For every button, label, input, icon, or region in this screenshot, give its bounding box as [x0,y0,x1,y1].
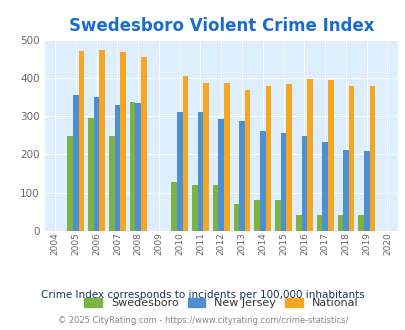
Bar [363,151,369,231]
Bar [233,204,239,231]
Bar [99,50,105,231]
Bar [67,136,73,231]
Title: Swedesboro Violent Crime Index: Swedesboro Violent Crime Index [68,17,373,35]
Bar [197,112,203,231]
Bar [94,97,99,231]
Bar [212,185,218,231]
Bar [114,105,120,231]
Bar [259,131,265,231]
Bar [171,182,177,231]
Bar [275,200,280,231]
Bar [88,118,94,231]
Bar [120,52,126,231]
Bar [182,76,188,231]
Bar [342,150,348,231]
Bar [239,121,244,231]
Legend: Swedesboro, New Jersey, National: Swedesboro, New Jersey, National [84,298,357,308]
Text: Crime Index corresponds to incidents per 100,000 inhabitants: Crime Index corresponds to incidents per… [41,290,364,300]
Bar [327,80,333,231]
Bar [224,83,229,231]
Bar [301,136,307,231]
Text: © 2025 CityRating.com - https://www.cityrating.com/crime-statistics/: © 2025 CityRating.com - https://www.city… [58,315,347,325]
Bar [295,214,301,231]
Bar [369,86,374,231]
Bar [79,51,84,231]
Bar [135,103,141,231]
Bar [177,112,182,231]
Bar [109,136,114,231]
Bar [322,142,327,231]
Bar [286,84,291,231]
Bar [316,214,322,231]
Bar [218,119,224,231]
Bar [337,214,342,231]
Bar [203,83,209,231]
Bar [73,95,79,231]
Bar [307,79,312,231]
Bar [265,86,271,231]
Bar [130,102,135,231]
Bar [348,85,354,231]
Bar [192,185,197,231]
Bar [244,90,250,231]
Bar [358,214,363,231]
Bar [141,57,146,231]
Bar [280,133,286,231]
Bar [254,200,259,231]
